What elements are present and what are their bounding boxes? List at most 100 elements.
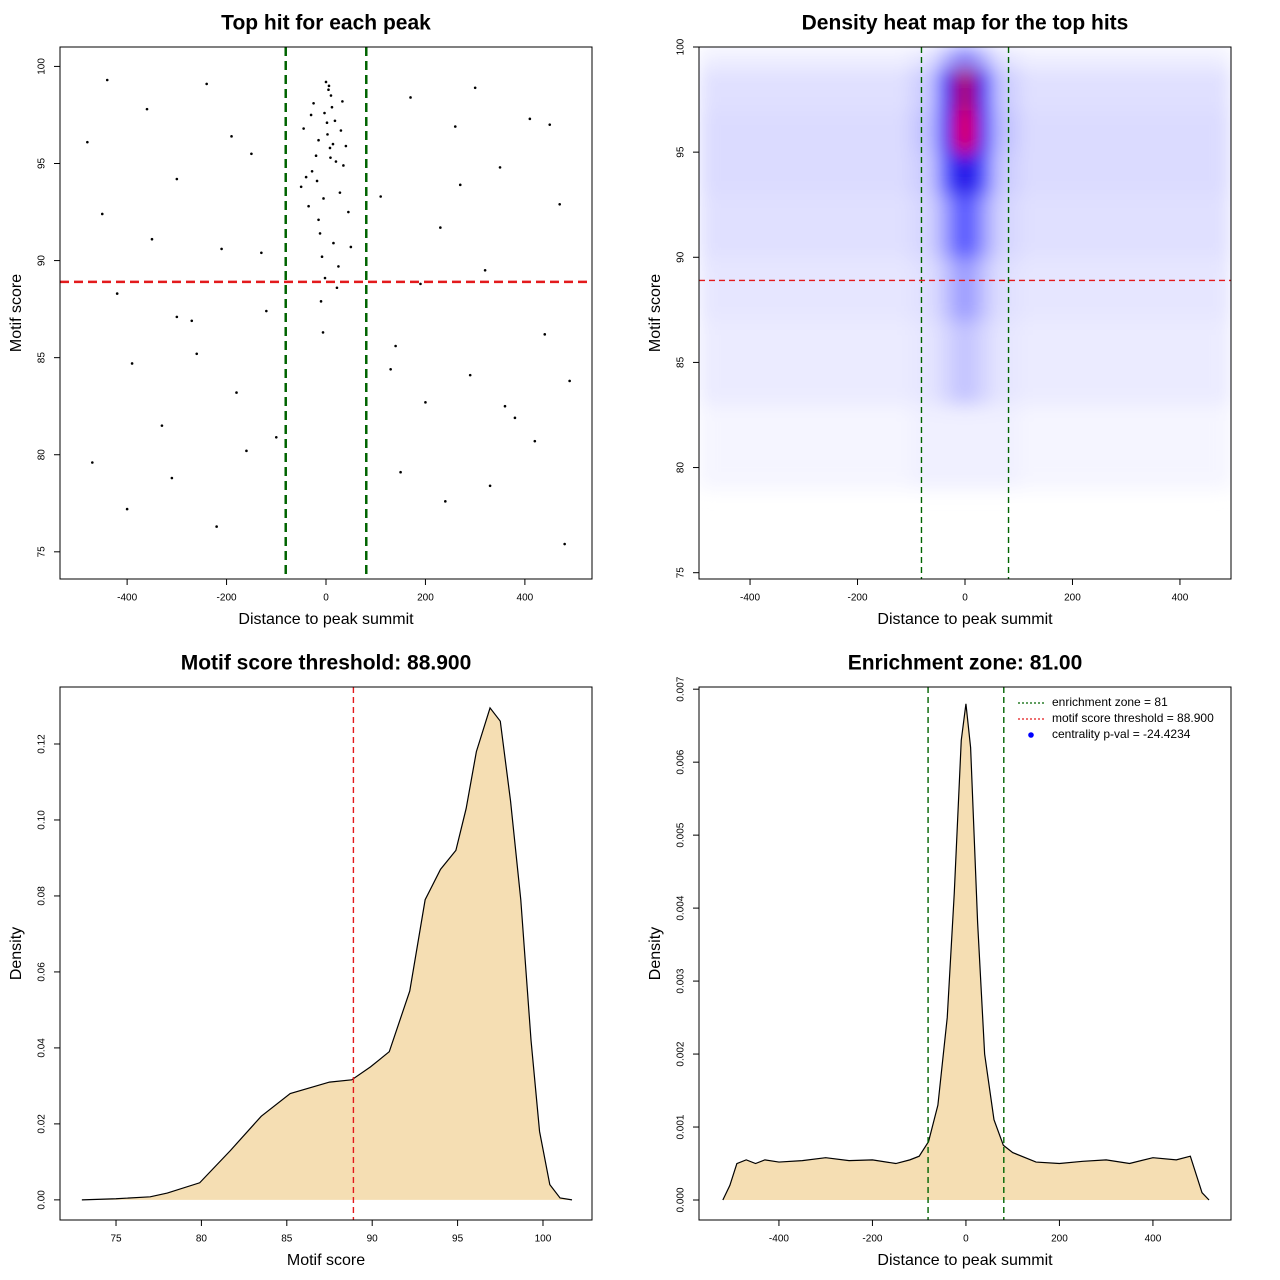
- heat-cell: [975, 110, 993, 153]
- heatmap: [699, 47, 1231, 490]
- x-tick-label: 85: [281, 1234, 293, 1245]
- point: [568, 379, 571, 383]
- x-tick-label: 400: [1172, 593, 1189, 604]
- point: [329, 94, 333, 97]
- heat-cell: [991, 404, 1020, 490]
- point: [329, 156, 332, 159]
- heat-cell: [954, 257, 977, 321]
- point: [331, 142, 335, 146]
- heat-cell: [911, 110, 939, 153]
- heat-cell: [911, 47, 939, 69]
- heat-cell: [938, 404, 955, 490]
- point: [274, 435, 278, 439]
- y-tick-label: 0.005: [676, 822, 687, 847]
- point: [341, 100, 344, 103]
- point: [330, 105, 334, 109]
- heat-cell: [1126, 404, 1231, 490]
- panel: Motif score threshold: 88.900 Motif score…: [8, 652, 593, 1269]
- point: [260, 251, 263, 255]
- point: [215, 525, 218, 528]
- point: [91, 461, 94, 464]
- heat-cell: [699, 404, 805, 490]
- x-tick-label: -200: [217, 593, 237, 604]
- point: [115, 292, 119, 295]
- panel: Enrichment zone: 81.00 Distance to peak s…: [647, 652, 1232, 1269]
- x-tick-label: -400: [740, 593, 760, 604]
- point: [473, 86, 477, 90]
- point: [220, 247, 223, 251]
- heat-cell: [911, 320, 939, 405]
- heat-cell: [1126, 47, 1231, 69]
- plot-frame: [59, 686, 593, 1221]
- heat-cell: [803, 110, 912, 153]
- heat-cell: [699, 194, 805, 258]
- chart-title: Density heat map for the top hits: [802, 12, 1129, 35]
- x-tick-label: 200: [1051, 1234, 1068, 1245]
- point: [419, 282, 422, 286]
- heat-cell: [803, 320, 912, 405]
- heat-cell: [938, 320, 955, 405]
- heat-cell: [1126, 320, 1231, 405]
- point: [318, 232, 322, 235]
- point: [379, 195, 382, 198]
- heat-cell: [803, 194, 912, 258]
- heat-cell: [911, 257, 939, 321]
- y-tick-label: 90: [37, 255, 48, 267]
- point: [328, 146, 332, 150]
- heat-cell: [954, 110, 977, 153]
- legend-label: motif score threshold = 88.900: [1052, 711, 1214, 725]
- y-tick-label: 75: [37, 546, 48, 558]
- point: [145, 107, 149, 111]
- y-tick-label: 80: [37, 449, 48, 461]
- point: [327, 88, 330, 92]
- y-axis-label: Density: [647, 927, 664, 980]
- point: [334, 160, 338, 163]
- heat-cell: [991, 320, 1020, 405]
- y-tick-label: 75: [676, 567, 687, 579]
- point: [310, 169, 314, 173]
- point: [235, 391, 238, 394]
- heat-cell: [991, 110, 1020, 153]
- x-tick-label: -200: [862, 1234, 882, 1245]
- point: [483, 268, 487, 272]
- point: [389, 368, 392, 371]
- x-axis-label: Motif score: [287, 1252, 365, 1269]
- y-axis-label: Motif score: [8, 274, 25, 352]
- chart-title: Top hit for each peak: [221, 12, 431, 35]
- y-tick-label: 0.003: [676, 968, 687, 993]
- x-tick-label: 400: [517, 593, 534, 604]
- y-tick-label: 0.002: [676, 1041, 687, 1066]
- x-tick-label: -400: [769, 1234, 789, 1245]
- y-axis-label: Motif score: [647, 274, 664, 352]
- point: [444, 500, 447, 503]
- heat-cell: [1126, 194, 1231, 258]
- point: [309, 113, 313, 117]
- point: [528, 117, 532, 121]
- point: [335, 286, 339, 290]
- heat-cell: [991, 68, 1020, 111]
- point: [488, 484, 492, 488]
- heat-cell: [803, 47, 912, 69]
- y-tick-label: 0.04: [37, 1038, 48, 1058]
- heat-cell: [1018, 320, 1127, 405]
- point: [563, 542, 566, 546]
- point: [314, 154, 318, 158]
- point: [315, 179, 319, 183]
- point: [304, 175, 308, 179]
- point: [160, 424, 164, 427]
- point: [424, 401, 427, 404]
- heat-cell: [803, 257, 912, 321]
- heat-cell: [699, 47, 805, 69]
- heat-cell: [803, 404, 912, 490]
- heat-cell: [699, 152, 805, 195]
- heat-cell: [699, 320, 805, 405]
- y-tick-label: 100: [37, 58, 48, 75]
- point: [543, 333, 547, 336]
- heat-cell: [938, 47, 955, 69]
- heat-cell: [954, 404, 977, 490]
- point: [342, 164, 345, 167]
- point: [205, 82, 208, 86]
- y-tick-label: 0.004: [676, 895, 687, 920]
- x-tick-label: 95: [452, 1234, 464, 1245]
- density-area: [722, 703, 1210, 1201]
